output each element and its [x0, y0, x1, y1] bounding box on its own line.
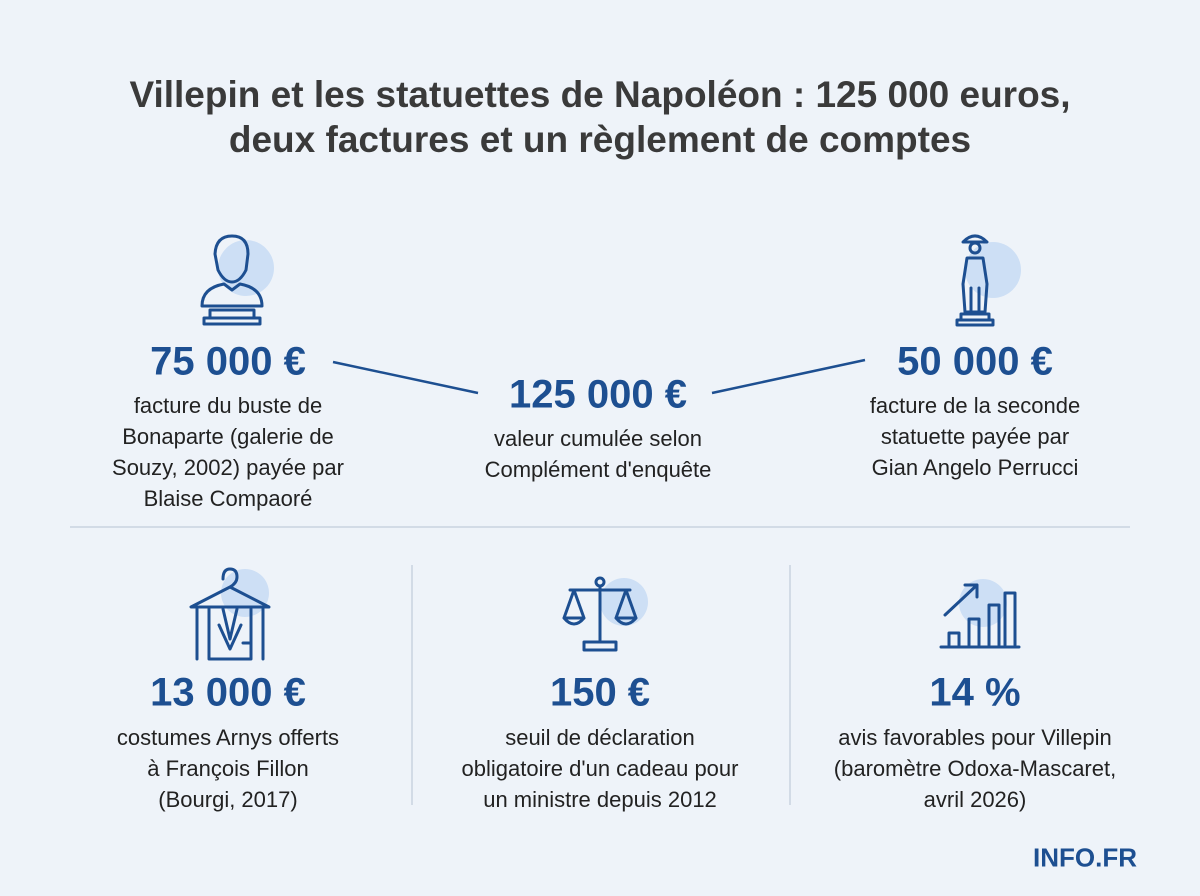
- stat-description: Gian Angelo Perrucci: [871, 455, 1079, 480]
- stat-description: facture de la seconde: [869, 393, 1081, 418]
- scales-icon: [562, 576, 648, 652]
- stat-description: (baromètre Odoxa-Mascaret,: [833, 756, 1117, 781]
- stat-description: statuette payée par: [880, 424, 1070, 449]
- statue-icon: [955, 234, 1021, 327]
- title-line: deux factures et un règlement de comptes: [228, 119, 972, 160]
- stat-value: 50 000 €: [897, 339, 1053, 384]
- stat-description: facture du buste de: [133, 393, 323, 418]
- stat-value: 150 €: [549, 670, 651, 715]
- bust-icon: [200, 234, 274, 326]
- stat-description: à François Fillon: [147, 756, 309, 781]
- hanger-icon: [189, 567, 271, 661]
- stat-description: avril 2026): [923, 787, 1027, 812]
- stat-description: Bonaparte (galerie de: [122, 424, 334, 449]
- stat-value: 13 000 €: [150, 670, 306, 715]
- stat-description: Blaise Compaoré: [143, 486, 313, 511]
- connector: [332, 360, 479, 395]
- stat-value: 125 000 €: [509, 372, 687, 417]
- stat-description: costumes Arnys offerts: [116, 725, 340, 750]
- connector: [711, 358, 866, 395]
- stat-description: Complément d'enquête: [484, 457, 712, 482]
- stat-description: obligatoire d'un cadeau pour: [461, 756, 739, 781]
- chart-icon: [939, 579, 1021, 649]
- stat-value: 75 000 €: [150, 339, 306, 384]
- stat-description: seuil de déclaration: [505, 725, 695, 750]
- stat-description: (Bourgi, 2017): [158, 787, 298, 812]
- stat-description: avis favorables pour Villepin: [838, 725, 1112, 750]
- stat-value: 14 %: [929, 670, 1021, 715]
- stat-description: un ministre depuis 2012: [483, 787, 717, 812]
- stat-description: Souzy, 2002) payée par: [112, 455, 344, 480]
- brand-logo: INFO.FR: [1033, 842, 1137, 873]
- stat-description: valeur cumulée selon: [494, 426, 702, 451]
- title-line: Villepin et les statuettes de Napoléon :…: [129, 74, 1071, 115]
